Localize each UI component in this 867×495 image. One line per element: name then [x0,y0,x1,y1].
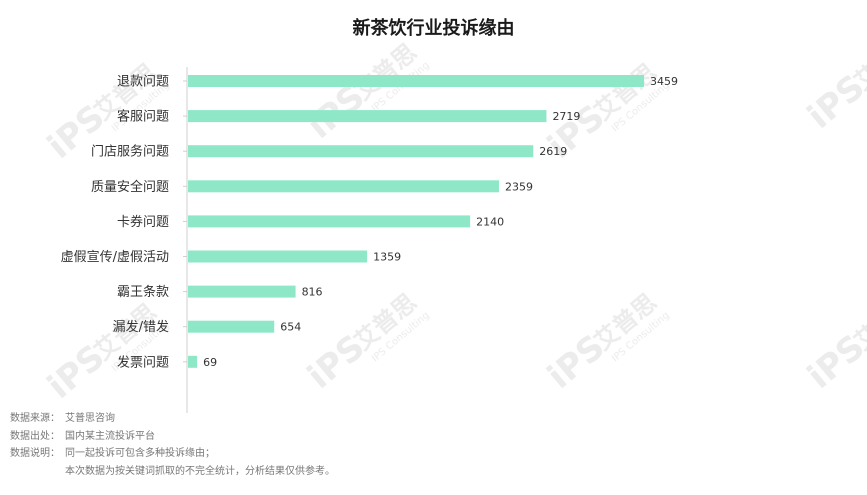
category-label: 客服问题 [117,109,169,125]
bar [188,145,534,158]
note-key: 数据说明： [10,448,60,459]
bar [188,215,471,228]
category-label: 卡券问题 [117,214,169,230]
category-label: 发票问题 [117,354,169,370]
chart-title: 新茶饮行业投诉缘由 [352,18,515,39]
note-text: 国内某主流投诉平台 [65,430,155,442]
data-label: 2140 [476,215,504,228]
bars-layer: 退款问题 3459 客服问题 2719 门店服务问题 2619 质量安全问题 2359 卡券问题… [61,67,678,413]
data-label: 816 [302,286,323,299]
category-label: 漏发/错发 [113,319,169,335]
bar [188,180,499,193]
note-key: 数据出处： [10,430,60,442]
bar [188,250,368,263]
category-label: 门店服务问题 [91,144,169,160]
note-text: 本次数据为按关键词抓取的不完全统计，分析结果仅供参考。 [65,465,335,477]
note-row-source: 数据来源： 艾普思咨询 [10,410,335,428]
data-label: 654 [280,321,301,334]
bar [188,75,644,87]
bar [188,110,547,123]
note-row-origin: 数据出处： 国内某主流投诉平台 [10,428,335,446]
category-label: 虚假宣传/虚假活动 [61,249,169,265]
category-label: 退款问题 [117,75,169,90]
category-label: 质量安全问题 [91,179,169,195]
data-label: 2719 [552,110,580,123]
source-notes: 数据来源： 艾普思咨询 数据出处： 国内某主流投诉平台 数据说明： 同一起投诉可包含多… [10,410,335,480]
data-label: 2619 [539,145,567,158]
note-row-explanation: 数据说明： 同一起投诉可包含多种投诉缘由； [10,445,335,463]
data-label: 69 [203,356,217,369]
bar [188,355,198,368]
note-text: 艾普思咨询 [65,413,115,424]
bar [188,285,296,298]
note-text: 同一起投诉可包含多种投诉缘由； [65,448,215,459]
category-label: 霸王条款 [117,284,169,300]
note-key: 数据来源： [10,413,60,424]
data-label: 3459 [650,75,678,88]
data-label: 2359 [505,180,533,193]
bar [188,320,275,333]
data-label: 1359 [373,251,401,264]
note-row-disclaimer: 本次数据为按关键词抓取的不完全统计，分析结果仅供参考。 [10,463,335,481]
